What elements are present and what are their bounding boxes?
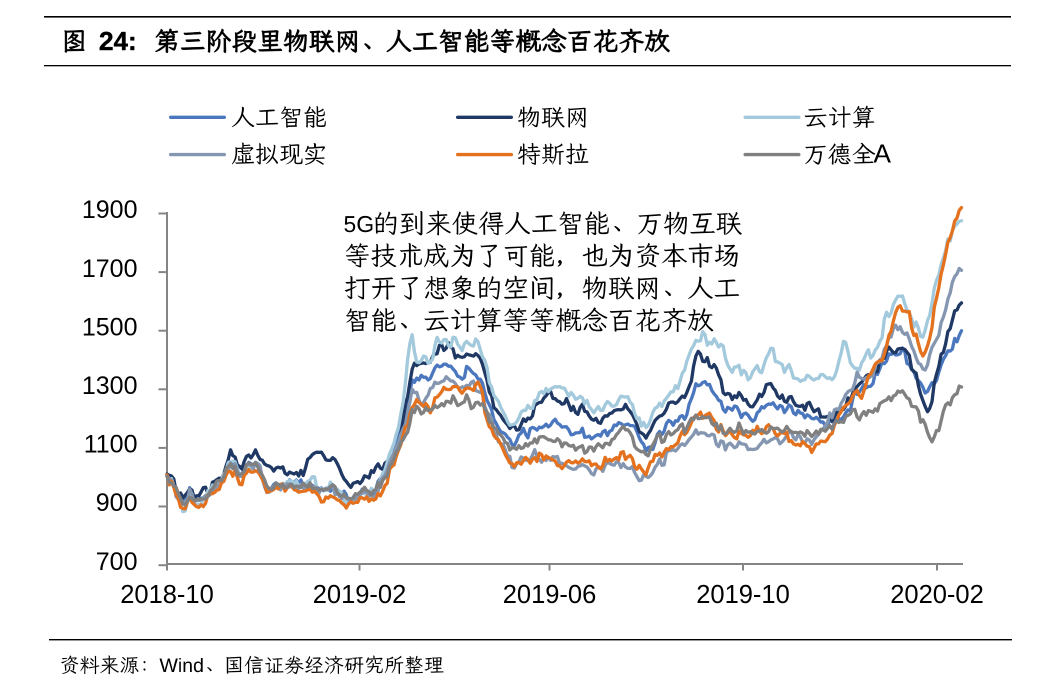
- svg-text:1900: 1900: [82, 196, 138, 224]
- svg-text:900: 900: [96, 489, 138, 517]
- svg-text:2019-02: 2019-02: [313, 581, 407, 609]
- svg-text:700: 700: [96, 548, 138, 576]
- svg-text:2019-06: 2019-06: [503, 581, 597, 609]
- svg-text:1500: 1500: [82, 313, 138, 341]
- svg-text:2019-10: 2019-10: [696, 581, 790, 609]
- svg-text:2018-10: 2018-10: [120, 581, 214, 609]
- svg-text:1700: 1700: [82, 255, 138, 283]
- svg-text:1300: 1300: [82, 372, 138, 400]
- svg-text:2020-02: 2020-02: [890, 581, 984, 609]
- svg-text:1100: 1100: [84, 431, 138, 459]
